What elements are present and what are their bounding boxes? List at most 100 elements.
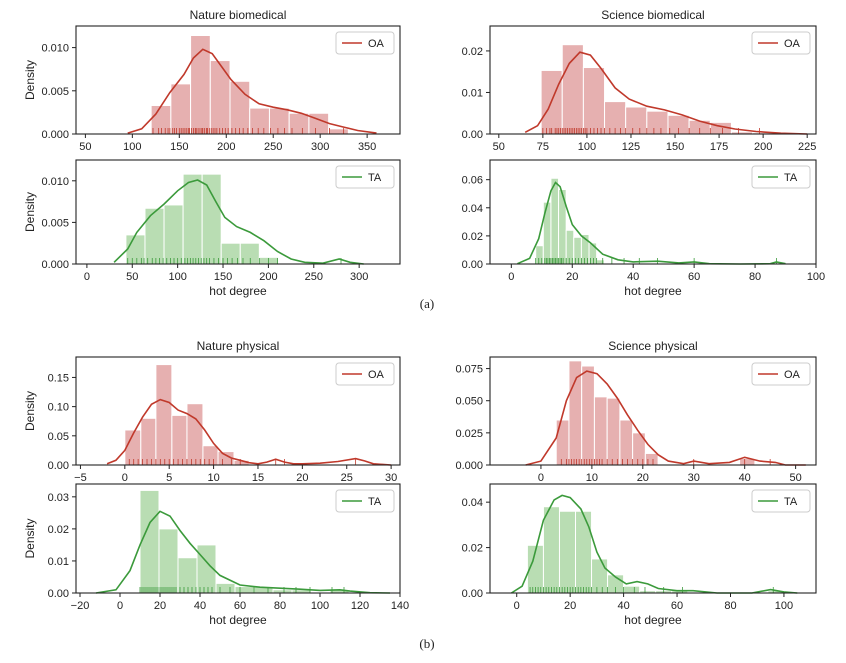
x-tick-label: 40 bbox=[194, 600, 206, 612]
kde-curve bbox=[525, 370, 806, 466]
kde-curve bbox=[106, 398, 392, 466]
histogram-bar bbox=[581, 365, 595, 466]
legend-label: OA bbox=[368, 38, 385, 50]
y-tick-label: 0.050 bbox=[455, 396, 483, 408]
histogram-bar bbox=[582, 67, 606, 135]
plot-frame bbox=[75, 25, 401, 135]
chart-2: Science biomedical 50 75 100 125 150 175 200 225… bbox=[462, 8, 817, 153]
histogram-bar bbox=[171, 414, 188, 466]
histogram-bar bbox=[258, 256, 279, 265]
y-tick-label: 0.005 bbox=[41, 86, 69, 98]
legend: TA bbox=[751, 165, 811, 189]
x-tick-label: 20 bbox=[296, 472, 308, 484]
y-tick-label: 0.025 bbox=[455, 428, 483, 440]
x-tick-label: 50 bbox=[493, 141, 505, 153]
y-tick-label: 0.000 bbox=[41, 129, 69, 141]
histogram-bar bbox=[558, 510, 577, 594]
y-tick-label: 0.00 bbox=[462, 259, 483, 271]
histogram-bar bbox=[170, 83, 192, 135]
chart-8: 0 20 40 60 80 100 0.00 0.02 0.04 hot degree TA bbox=[462, 483, 817, 627]
x-tick-label: 50 bbox=[790, 472, 802, 484]
histogram-bar bbox=[209, 60, 231, 135]
legend-box bbox=[751, 165, 811, 189]
y-tick-label: 0.000 bbox=[41, 259, 69, 271]
histogram-bar bbox=[202, 445, 219, 466]
x-tick-label: 150 bbox=[214, 271, 232, 283]
y-tick-label: 0.02 bbox=[462, 46, 483, 58]
histogram-bar bbox=[328, 128, 349, 135]
chart-4: 0 20 40 60 80 100 0.00 0.02 0.04 0.06 hot degree TA bbox=[462, 159, 825, 298]
histogram-bar bbox=[201, 173, 222, 265]
x-tick-label: 40 bbox=[617, 600, 629, 612]
x-tick-label: 300 bbox=[350, 271, 368, 283]
y-tick-label: 0.03 bbox=[48, 492, 69, 504]
chart-7: −20 0 20 40 60 80 100 120 140 0.00 0.01 0.02 0.03 hot… bbox=[23, 483, 409, 627]
x-tick-label: 60 bbox=[688, 271, 700, 283]
legend-box bbox=[335, 362, 395, 386]
y-tick-label: 0.00 bbox=[48, 588, 69, 600]
x-tick-label: −5 bbox=[74, 472, 87, 484]
legend-label: TA bbox=[784, 496, 798, 508]
y-tick-label: 0.005 bbox=[41, 217, 69, 229]
x-tick-label: 100 bbox=[168, 271, 186, 283]
x-tick-label: 0 bbox=[538, 472, 544, 484]
x-tick-label: 10 bbox=[586, 472, 598, 484]
histogram-bar bbox=[644, 452, 659, 466]
legend: OA bbox=[335, 31, 395, 55]
x-tick-label: 250 bbox=[305, 271, 323, 283]
chart-6: Science physical 0 10 20 30 40 50 0.000 0.025 0.0… bbox=[455, 339, 817, 484]
x-tick-label: 0 bbox=[514, 600, 520, 612]
x-tick-label: 350 bbox=[358, 141, 376, 153]
kde-curve bbox=[95, 510, 391, 594]
y-tick-label: 0.02 bbox=[48, 524, 69, 536]
legend-box bbox=[335, 165, 395, 189]
x-tick-label: 200 bbox=[217, 141, 235, 153]
y-tick-label: 0.010 bbox=[41, 43, 69, 55]
x-tick-label: 120 bbox=[351, 600, 369, 612]
histogram-bar bbox=[542, 201, 552, 265]
y-tick-label: 0.04 bbox=[462, 497, 483, 509]
legend-label: TA bbox=[368, 172, 382, 184]
chart-5: Nature physical −5 0 5 10 15 20 25 30 0.00 0.05 0.1… bbox=[23, 339, 401, 484]
y-axis-label: Density bbox=[23, 192, 37, 232]
x-tick-label: 80 bbox=[749, 271, 761, 283]
x-tick-label: 250 bbox=[264, 141, 282, 153]
x-tick-label: 0 bbox=[122, 472, 128, 484]
x-tick-label: 80 bbox=[274, 600, 286, 612]
legend-label: OA bbox=[784, 38, 801, 50]
legend: TA bbox=[335, 489, 395, 513]
x-tick-label: −20 bbox=[71, 600, 90, 612]
histogram-bar bbox=[606, 397, 621, 466]
x-tick-label: 100 bbox=[123, 141, 141, 153]
x-tick-label: 20 bbox=[566, 271, 578, 283]
kde-curve bbox=[113, 179, 364, 265]
legend-box bbox=[335, 31, 395, 55]
x-tick-label: 5 bbox=[166, 472, 172, 484]
x-tick-label: 20 bbox=[564, 600, 576, 612]
x-tick-label: 10 bbox=[207, 472, 219, 484]
x-tick-label: 15 bbox=[252, 472, 264, 484]
x-tick-label: 175 bbox=[710, 141, 728, 153]
plot-frame bbox=[489, 159, 817, 265]
x-tick-label: 0 bbox=[84, 271, 90, 283]
histogram-bar bbox=[625, 106, 648, 135]
x-tick-label: 20 bbox=[154, 600, 166, 612]
y-tick-label: 0.10 bbox=[48, 402, 69, 414]
histogram-bar bbox=[542, 506, 560, 594]
chart-title: Science physical bbox=[608, 339, 697, 353]
histogram-bar bbox=[623, 585, 641, 594]
y-tick-label: 0.05 bbox=[48, 431, 69, 443]
x-tick-label: 30 bbox=[385, 472, 397, 484]
histogram-bar bbox=[139, 489, 160, 594]
legend: TA bbox=[751, 489, 811, 513]
x-tick-label: 225 bbox=[798, 141, 816, 153]
kde-curve bbox=[524, 51, 808, 135]
x-tick-label: 50 bbox=[126, 271, 138, 283]
histogram-bar bbox=[591, 558, 609, 594]
x-tick-label: 150 bbox=[170, 141, 188, 153]
histogram-bar bbox=[125, 234, 146, 265]
x-tick-label: 0 bbox=[508, 271, 514, 283]
x-tick-label: 25 bbox=[341, 472, 353, 484]
y-tick-label: 0.000 bbox=[455, 460, 483, 472]
